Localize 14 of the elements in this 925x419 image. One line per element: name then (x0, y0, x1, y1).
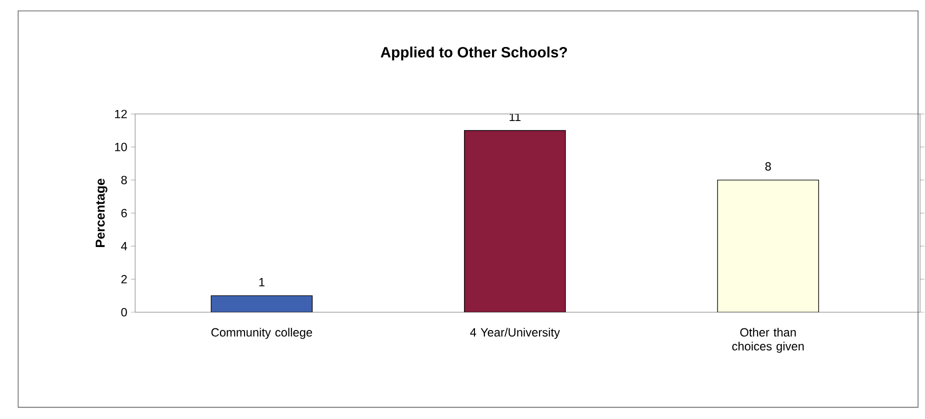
data-label: 1 (259, 278, 264, 286)
y-axis-title: Percentage (96, 178, 108, 247)
chart-title: Applied to Other Schools? (380, 46, 567, 60)
y-tick-label: 10 (115, 142, 127, 152)
x-tick-label: Other than choices given (732, 328, 804, 353)
y-tick-label: 12 (115, 110, 127, 118)
data-label: 8 (765, 162, 771, 170)
y-tick-label: 0 (121, 308, 127, 316)
y-tick-label: 4 (121, 242, 128, 250)
x-tick-label: Community college (211, 328, 312, 339)
y-tick-label: 2 (121, 274, 127, 284)
x-tick-label: 4 Year/University (470, 328, 560, 339)
y-tick-label: 6 (121, 208, 127, 218)
y-tick-label: 8 (121, 176, 127, 184)
